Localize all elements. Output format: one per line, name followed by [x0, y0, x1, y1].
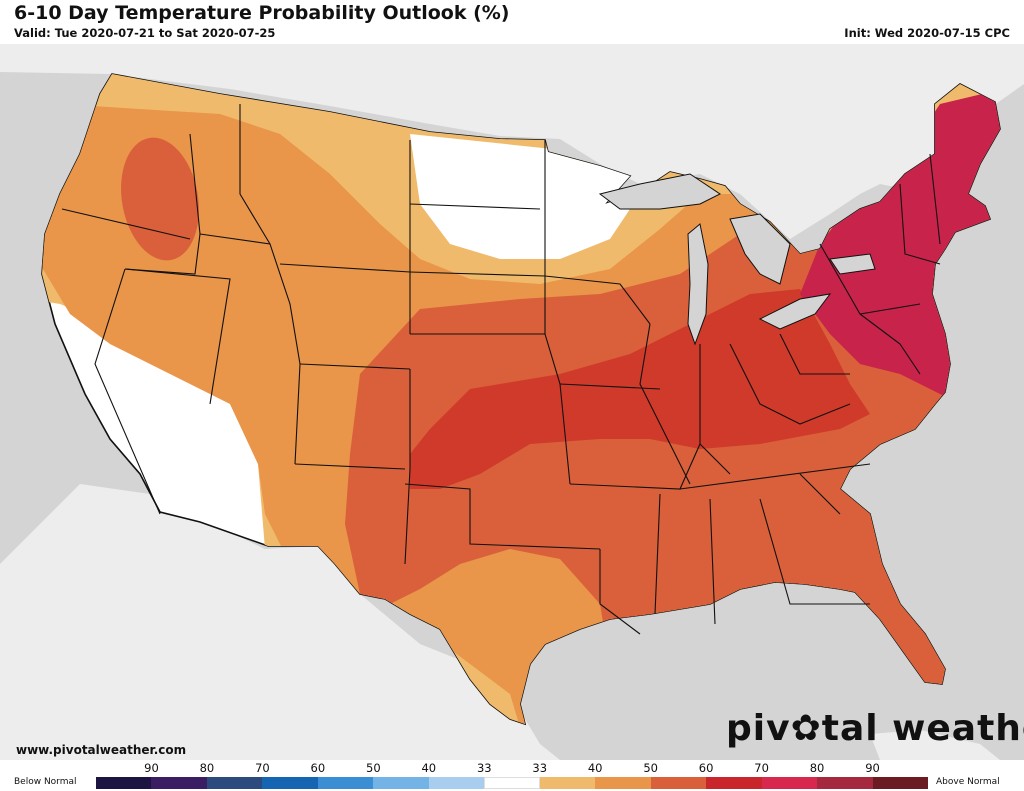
pivotal-weather-logo: piv✿tal weather — [726, 708, 1024, 749]
lake-erie — [758, 293, 832, 330]
legend-swatch — [96, 777, 152, 789]
legend-swatch — [262, 777, 318, 789]
legend-swatch — [317, 777, 374, 789]
canada-land — [0, 44, 1024, 239]
outlook-map[interactable] — [0, 44, 1024, 760]
lake-huron — [729, 213, 791, 285]
valid-period: Valid: Tue 2020-07-21 to Sat 2020-07-25 — [14, 26, 276, 40]
legend-tick-label: 90 — [144, 761, 159, 775]
cuba-land — [870, 730, 1000, 760]
lake-ontario — [829, 253, 876, 275]
legend-swatch — [206, 777, 263, 789]
legend-tick-label: 40 — [587, 761, 603, 775]
shade-near-normal-north — [410, 134, 650, 259]
legend-swatch — [872, 777, 929, 789]
legend-swatch — [428, 777, 485, 789]
legend-above-label: Above Normal — [936, 777, 1000, 787]
legend-tick-label: 80 — [809, 761, 825, 775]
legend-swatch — [817, 777, 873, 789]
baja-land — [100, 524, 220, 760]
init-time: Init: Wed 2020-07-15 CPC — [844, 26, 1010, 40]
shade-above-60-70 — [410, 289, 870, 489]
legend-tick-label: 50 — [366, 761, 381, 775]
legend-tick-label: 60 — [310, 761, 326, 775]
legend-swatch — [373, 777, 429, 789]
legend-color-bar — [96, 777, 929, 789]
legend-swatch — [484, 777, 540, 789]
state-boundaries — [61, 104, 941, 635]
lake-michigan — [687, 223, 709, 346]
legend: 90 80 70 60 50 40 33 33 40 50 60 70 80 90 Below Norma… — [0, 760, 1024, 791]
legend-swatch — [706, 777, 762, 789]
logo-text-left: piv — [726, 708, 791, 749]
legend-swatch — [539, 777, 596, 789]
legend-swatch — [761, 777, 818, 789]
legend-tick-label: 70 — [255, 761, 270, 775]
legend-below-label: Below Normal — [14, 777, 77, 787]
great-lakes — [598, 173, 876, 346]
logo-text-right: tal weather — [821, 708, 1024, 749]
legend-ticks: 90 80 70 60 50 40 33 33 40 50 60 70 80 90 — [0, 760, 1024, 776]
legend-tick-label: 60 — [698, 761, 714, 775]
legend-swatch — [595, 777, 651, 789]
gear-icon: ✿ — [790, 708, 822, 749]
legend-tick-label: 90 — [865, 761, 880, 775]
legend-tick-label: 40 — [421, 761, 437, 775]
legend-tick-label: 50 — [643, 761, 658, 775]
legend-tick-label: 70 — [754, 761, 769, 775]
shade-above-50-60-nw — [121, 137, 199, 261]
legend-tick-label: 33 — [476, 761, 492, 775]
map-title: 6-10 Day Temperature Probability Outlook… — [14, 2, 510, 24]
legend-tick-label: 33 — [532, 761, 548, 775]
legend-tick-label: 80 — [199, 761, 215, 775]
legend-swatch — [151, 777, 207, 789]
lake-superior — [598, 173, 721, 210]
legend-swatch — [650, 777, 707, 789]
map-header: 6-10 Day Temperature Probability Outlook… — [0, 0, 1024, 44]
website-url[interactable]: www.pivotalweather.com — [16, 743, 187, 757]
